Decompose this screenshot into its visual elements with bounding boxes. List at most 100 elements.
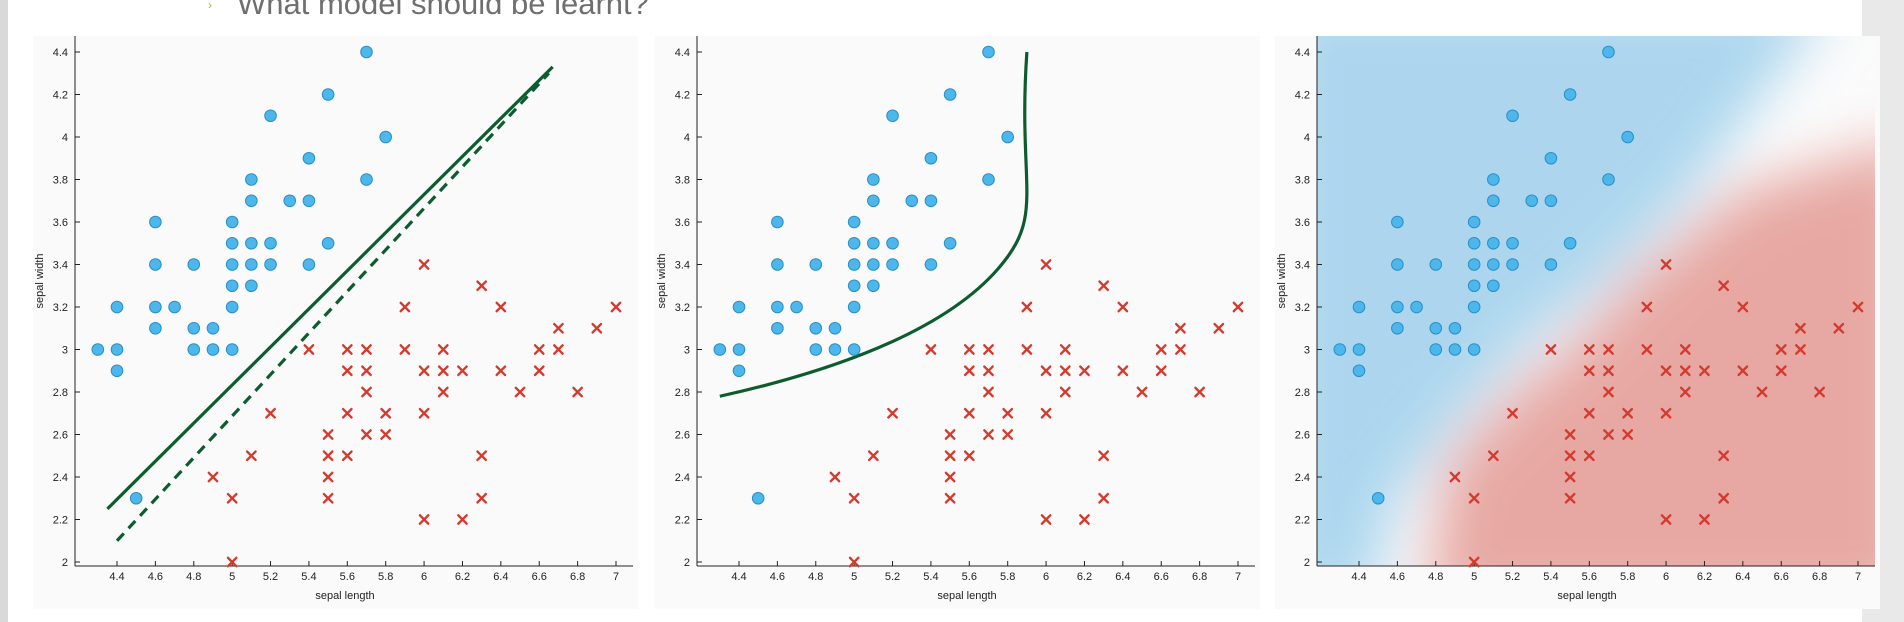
- question-text: What model should be learnt?: [237, 0, 649, 21]
- class-cross-point: [1795, 344, 1806, 355]
- x-tick-label: 6.8: [570, 571, 585, 583]
- class-cross-point: [399, 301, 411, 313]
- y-tick-label: 2.6: [1295, 430, 1310, 442]
- y-axis-label: sepal width: [656, 253, 668, 308]
- y-tick-label: 3.4: [675, 260, 690, 272]
- class-circle-point: [924, 194, 938, 208]
- class-cross-point: [322, 492, 334, 504]
- x-tick-label: 7: [1855, 571, 1861, 583]
- class-circle-point: [1544, 258, 1558, 271]
- y-tick-label: 2: [684, 557, 690, 569]
- class-circle-point: [149, 215, 162, 229]
- x-tick-label: 6: [1043, 571, 1049, 583]
- class-circle-point: [129, 491, 143, 505]
- class-cross-point: [1002, 407, 1014, 419]
- x-tick-label: 4.8: [186, 571, 201, 583]
- class-circle-point: [847, 258, 861, 271]
- class-cross-point: [1564, 492, 1576, 504]
- class-circle-point: [1467, 343, 1481, 356]
- class-circle-point: [264, 109, 277, 123]
- class-circle-point: [225, 215, 239, 229]
- class-circle-point: [905, 194, 919, 208]
- class-circle-point: [1391, 300, 1404, 314]
- class-cross-point: [1059, 386, 1071, 398]
- class-cross-point: [944, 450, 956, 462]
- class-cross-point: [1795, 322, 1806, 334]
- class-cross-point: [983, 344, 994, 355]
- x-tick-label: 4.6: [1390, 571, 1405, 583]
- class-cross-point: [322, 450, 334, 462]
- class-circle-point: [809, 343, 823, 356]
- x-tick-label: 4.4: [109, 571, 124, 583]
- class-cross-point: [1487, 450, 1499, 462]
- class-circle-point: [1544, 194, 1558, 208]
- class-cross-point: [399, 344, 411, 355]
- y-tick-label: 2.8: [675, 387, 690, 399]
- class-cross-point: [418, 514, 430, 525]
- class-circle-point: [1602, 173, 1615, 186]
- scatter-plot-svg: 4.4 4.6 4.8 5 5.2 5.4 5.6 5.8 6 6.2 6.4 6.6 6.8 7 2 2.2…: [34, 36, 633, 602]
- x-tick-label: 5.6: [962, 571, 977, 583]
- class-circle-point: [1448, 321, 1462, 335]
- y-tick-label: 4.4: [675, 47, 690, 59]
- class-cross-point: [245, 450, 257, 462]
- class-circle-point: [1391, 321, 1404, 335]
- class-cross-point: [848, 556, 860, 568]
- class-cross-point: [1660, 514, 1672, 525]
- x-tick-label: 5.6: [340, 571, 355, 583]
- class-circle-point: [360, 173, 373, 186]
- class-circle-point: [847, 236, 861, 250]
- class-circle-point: [245, 236, 258, 250]
- class-cross-point: [495, 301, 507, 313]
- x-tick-label: 5.6: [1582, 571, 1597, 583]
- class-cross-point: [418, 365, 430, 377]
- class-cross-point: [476, 280, 488, 292]
- x-tick-label: 4.4: [731, 571, 746, 583]
- x-tick-label: 4.6: [770, 571, 785, 583]
- class-cross-point: [829, 471, 841, 483]
- class-circle-point: [1467, 279, 1481, 293]
- x-tick-label: 6.4: [1735, 571, 1750, 583]
- class-cross-point: [963, 450, 975, 462]
- class-cross-point: [1775, 344, 1787, 355]
- class-cross-point: [1718, 280, 1730, 292]
- y-tick-label: 2.6: [675, 430, 690, 442]
- class-cross-point: [341, 344, 353, 355]
- y-tick-label: 3.4: [53, 260, 68, 272]
- x-axis-label: sepal length: [1557, 590, 1616, 602]
- y-tick-label: 3.6: [53, 217, 68, 229]
- class-cross-point: [1603, 365, 1614, 377]
- y-tick-label: 4: [684, 132, 690, 144]
- x-tick-label: 6: [421, 571, 427, 583]
- class-circle-point: [924, 258, 938, 271]
- class-cross-point: [533, 344, 545, 355]
- class-cross-point: [983, 429, 994, 440]
- class-cross-point: [1507, 407, 1518, 419]
- class-circle-point: [771, 215, 784, 229]
- class-cross-point: [572, 386, 584, 398]
- y-axis-label: sepal width: [34, 253, 46, 308]
- class-cross-point: [1136, 386, 1148, 398]
- class-circle-point: [886, 236, 899, 250]
- class-circle-point: [1391, 215, 1404, 229]
- red-region: [1431, 149, 1875, 566]
- class-cross-point: [1468, 556, 1480, 568]
- class-cross-point: [1756, 386, 1768, 398]
- class-circle-point: [1487, 279, 1500, 293]
- bullet-arrow-icon: ›: [208, 0, 212, 12]
- class-cross-point: [1603, 386, 1614, 398]
- class-cross-point: [1117, 365, 1129, 377]
- class-cross-point: [1098, 492, 1110, 504]
- class-cross-point: [1660, 407, 1672, 419]
- class-cross-point: [1059, 365, 1071, 377]
- class-cross-point: [1679, 344, 1691, 355]
- class-cross-point: [591, 322, 603, 334]
- class-circle-point: [168, 300, 181, 314]
- class-cross-point: [1603, 429, 1614, 440]
- class-circle-point: [1563, 88, 1577, 101]
- class-cross-point: [1699, 365, 1710, 377]
- class-circle-point: [302, 151, 316, 165]
- y-tick-label: 3.2: [53, 302, 68, 314]
- class-cross-point: [1679, 386, 1691, 398]
- x-tick-label: 4.6: [148, 571, 163, 583]
